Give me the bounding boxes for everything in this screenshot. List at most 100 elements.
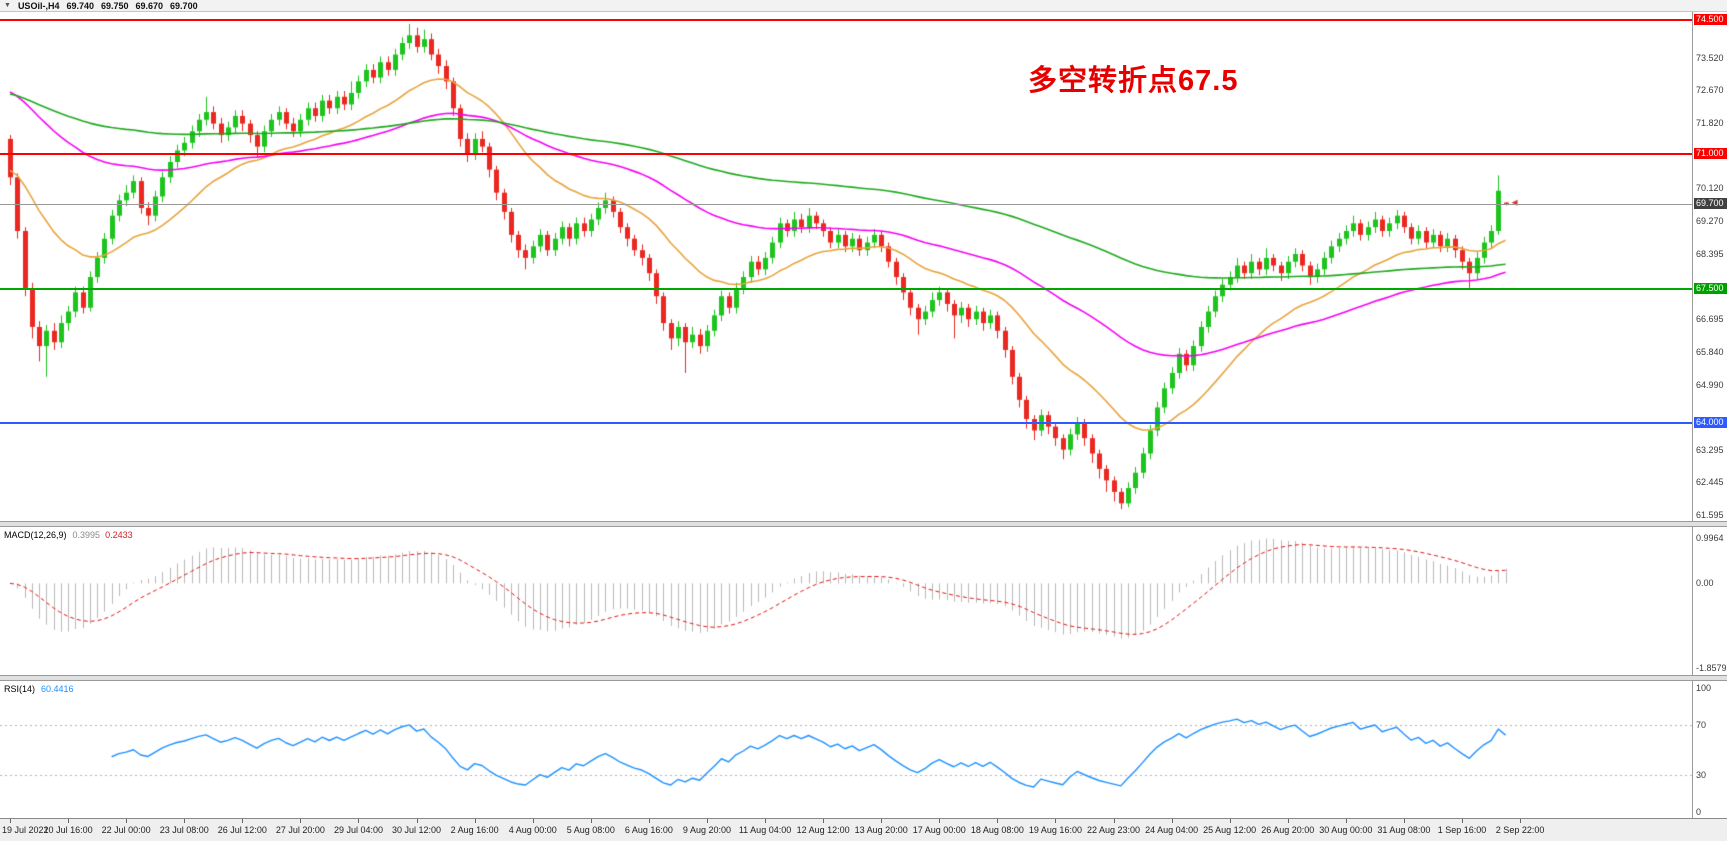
- time-axis-label: 25 Aug 12:00: [1203, 825, 1257, 835]
- time-axis-tick: [416, 819, 418, 823]
- time-axis-tick: [300, 819, 302, 823]
- time-axis-tick: [532, 819, 534, 823]
- macd-signal-value: 0.2433: [105, 530, 133, 540]
- price-axis-tick-label: 69.270: [1696, 215, 1724, 226]
- time-axis-tick: [1287, 819, 1289, 823]
- pivot-point-annotation[interactable]: 多空转折点67.5: [1028, 65, 1239, 97]
- time-axis-label: 23 Jul 08:00: [159, 825, 209, 835]
- pivot-line-67500[interactable]: [0, 287, 1692, 290]
- price-axis-tick-label: 73.520: [1696, 52, 1724, 63]
- price-axis-badge-64.000: 64.000: [1694, 416, 1727, 428]
- price-axis-tick-label: 71.820: [1696, 117, 1724, 128]
- price-axis-badge-74.500: 74.500: [1694, 14, 1727, 26]
- price-axis-tick-label: 66.695: [1696, 314, 1724, 325]
- time-axis-tick: [1055, 819, 1057, 823]
- ohlc-open-value: 69.740: [66, 0, 94, 11]
- time-axis-tick: [1462, 819, 1463, 823]
- time-axis-label: 19 Aug 16:00: [1028, 825, 1082, 835]
- time-axis-tick: [358, 819, 360, 823]
- time-axis-tick: [1520, 819, 1522, 823]
- time-axis-tick: [765, 819, 767, 823]
- time-axis-label: 26 Aug 20:00: [1261, 825, 1315, 835]
- time-axis-label: 24 Aug 04:00: [1145, 825, 1199, 835]
- price-axis-tick-label: 65.840: [1696, 347, 1724, 358]
- resistance-line-74500[interactable]: [0, 19, 1692, 22]
- time-axis-tick: [590, 819, 592, 823]
- time-axis-tick: [10, 819, 11, 823]
- price-axis-tick-label: 70.120: [1696, 183, 1724, 194]
- time-axis-label: 4 Aug 00:00: [508, 825, 557, 835]
- time-axis-label: 11 Aug 04:00: [738, 825, 792, 835]
- rsi-axis-label: 100: [1696, 683, 1712, 693]
- rsi-value: 60.4416: [41, 684, 74, 694]
- rsi-axis-label: 0: [1696, 807, 1702, 817]
- price-axis-border: [1692, 12, 1693, 818]
- time-axis-label: 5 Aug 08:00: [566, 825, 615, 835]
- price-axis-tick-label: 62.445: [1696, 477, 1724, 488]
- pane-separator-macd[interactable]: [0, 521, 1727, 527]
- time-axis-label: 31 Aug 08:00: [1377, 825, 1431, 835]
- time-axis-tick: [1113, 819, 1115, 823]
- time-axis-label: 22 Aug 23:00: [1086, 825, 1141, 835]
- resistance-line-71000[interactable]: [0, 153, 1692, 156]
- time-axis-label: 29 Jul 04:00: [333, 825, 383, 835]
- pane-separator-rsi[interactable]: [0, 675, 1727, 681]
- time-axis-tick: [474, 819, 476, 823]
- rsi-indicator-label: RSI(14) 60.4416: [4, 684, 74, 694]
- price-axis-tick-label: 63.295: [1696, 444, 1724, 455]
- time-axis-label: 22 Jul 00:00: [101, 825, 151, 835]
- time-axis-tick: [68, 819, 70, 823]
- price-axis-badge-71.000: 71.000: [1694, 148, 1727, 160]
- time-axis-tick: [1403, 819, 1405, 823]
- macd-axis-label: 0.00: [1696, 578, 1714, 589]
- macd-indicator-name: MACD(12,26,9): [4, 530, 67, 540]
- time-axis-tick: [823, 819, 825, 823]
- rsi-axis-label: 70: [1696, 720, 1707, 731]
- time-axis-tick: [1345, 819, 1347, 823]
- time-axis-tick: [126, 819, 128, 823]
- time-axis[interactable]: 19 Jul 2021 20 Jul 16:00 22 Jul 00:00 23 Ju…: [0, 818, 1727, 841]
- time-axis-label: 30 Aug 00:00: [1319, 825, 1373, 835]
- time-axis-label: 12 Aug 12:00: [796, 825, 850, 835]
- time-axis-label: 6 Aug 16:00: [624, 825, 673, 835]
- time-axis-tick: [997, 819, 999, 823]
- macd-indicator-label: MACD(12,26,9) 0.3995 0.2433: [4, 530, 133, 540]
- chart-dropdown-icon[interactable]: ▼: [4, 2, 11, 9]
- time-axis-label: 1 Sep 16:00: [1437, 825, 1487, 835]
- ohlc-low-value: 69.670: [135, 0, 164, 11]
- time-axis-label: 27 Jul 20:00: [275, 825, 325, 835]
- time-axis-label: 30 Jul 12:00: [392, 825, 442, 835]
- time-axis-tick: [648, 819, 650, 823]
- price-axis-badge-67.500: 67.500: [1694, 282, 1727, 294]
- rsi-axis-label: 30: [1696, 769, 1707, 780]
- macd-indicator-canvas[interactable]: [0, 527, 1727, 675]
- price-axis-tick-label: 61.595: [1696, 510, 1724, 521]
- price-axis-tick-label: 72.670: [1696, 85, 1724, 96]
- support-line-64000[interactable]: [0, 421, 1692, 424]
- time-axis-tick: [1171, 819, 1173, 823]
- macd-main-value: 0.3995: [72, 530, 101, 540]
- time-axis-tick: [242, 819, 244, 823]
- time-axis-label: 18 Aug 08:00: [970, 825, 1024, 835]
- time-axis-label: 2 Aug 16:00: [450, 825, 499, 835]
- time-axis-label: 17 Aug 00:00: [912, 825, 966, 835]
- chart-title-bar: ▼ USOil-,H4 69.740 69.750 69.670 69.700: [0, 0, 1727, 12]
- symbol-timeframe-label: USOil-,H4: [17, 0, 60, 11]
- time-axis-label: 13 Aug 20:00: [854, 825, 908, 835]
- price-axis-tick-label: 68.395: [1696, 249, 1724, 260]
- price-axis-badge-69.700: 69.700: [1694, 198, 1727, 210]
- macd-axis-label: 0.9964: [1696, 533, 1724, 543]
- time-axis-tick: [706, 819, 708, 823]
- current-price-line[interactable]: [0, 203, 1692, 205]
- time-axis-label: 2 Sep 22:00: [1495, 825, 1545, 835]
- time-axis-tick: [881, 819, 883, 823]
- ohlc-close-value: 69.700: [170, 0, 198, 11]
- ohlc-high-value: 69.750: [100, 0, 129, 11]
- time-axis-tick: [939, 819, 941, 823]
- time-axis-tick: [1229, 819, 1231, 823]
- rsi-indicator-canvas[interactable]: [0, 681, 1727, 818]
- main-price-chart-canvas[interactable]: [0, 12, 1727, 521]
- time-axis-label: 20 Jul 16:00: [43, 825, 93, 835]
- rsi-indicator-name: RSI(14): [4, 684, 36, 694]
